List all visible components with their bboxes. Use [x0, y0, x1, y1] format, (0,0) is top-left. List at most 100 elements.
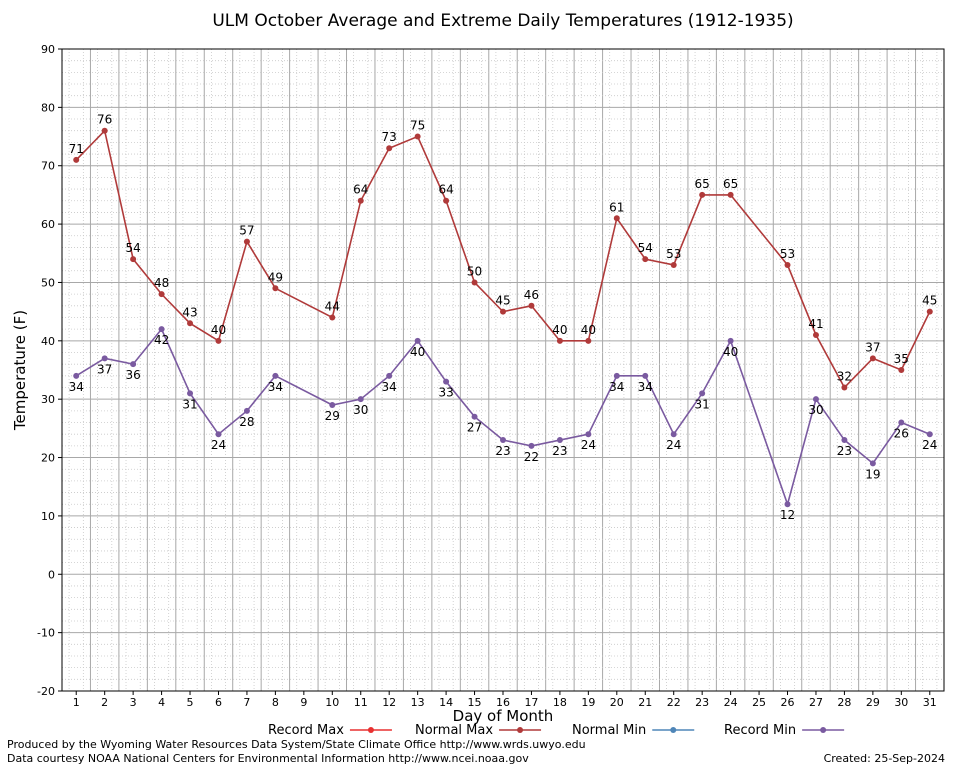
data-point [187, 390, 194, 397]
data-point [926, 431, 933, 438]
y-axis: -20 -10 0 10 20 30 40 50 60 70 80 90 [37, 43, 62, 698]
data-point [556, 437, 563, 444]
x-tick-label: 21 [638, 696, 652, 709]
data-point [215, 337, 222, 344]
data-point [414, 133, 421, 140]
legend-label: Record Max [268, 723, 344, 738]
data-point [500, 308, 506, 315]
data-label: 46 [524, 288, 539, 302]
series-group: 71 76 54 48 43 40 57 49 44 64 73 75 64 50 45 46 40 40 61 54… [69, 113, 938, 523]
x-tick-label: 13 [411, 696, 425, 709]
x-tick-label: 18 [553, 696, 567, 709]
x-tick-label: 5 [187, 696, 194, 709]
x-tick-label: 31 [923, 696, 937, 709]
x-tick-label: 23 [695, 696, 709, 709]
data-point [101, 355, 108, 362]
chart-title: ULM October Average and Extreme Daily Te… [212, 11, 793, 31]
legend-swatch-marker [517, 727, 524, 733]
data-label: 40 [552, 323, 567, 337]
x-tick-label: 7 [243, 696, 250, 709]
data-point [727, 337, 734, 344]
legend: Record Max Normal Max Normal Min Record Min [268, 723, 845, 738]
data-label: 53 [780, 247, 795, 261]
data-point [187, 320, 194, 327]
series-record-max: 71 76 54 48 43 40 57 49 44 64 73 75 64 50 45 46 40 40 61 54… [69, 113, 937, 391]
data-point [727, 191, 734, 198]
data-label: 75 [410, 119, 425, 133]
data-point [585, 337, 592, 344]
data-label: 57 [239, 224, 254, 238]
data-point [386, 372, 393, 379]
data-point [869, 460, 876, 467]
data-point [386, 145, 393, 152]
data-point [699, 390, 706, 397]
data-label: 34 [609, 380, 624, 394]
data-point [926, 308, 933, 315]
data-label: 30 [353, 403, 368, 417]
y-tick-label: 10 [41, 510, 55, 523]
data-point [528, 302, 535, 309]
data-label: 43 [182, 305, 197, 319]
x-tick-label: 16 [496, 696, 510, 709]
data-label: 19 [865, 467, 880, 481]
data-label: 23 [837, 444, 852, 458]
data-label: 37 [97, 362, 112, 376]
x-tick-label: 17 [524, 696, 538, 709]
y-tick-label: 0 [48, 568, 55, 581]
data-label: 31 [182, 397, 197, 411]
data-point [357, 396, 364, 403]
data-point [471, 279, 478, 286]
data-label: 71 [69, 142, 84, 156]
data-point [784, 501, 791, 508]
data-point [585, 431, 592, 438]
data-label: 29 [325, 409, 340, 423]
data-point [841, 437, 848, 444]
y-tick-label: -20 [37, 685, 55, 698]
data-label: 40 [410, 345, 425, 359]
x-tick-label: 8 [272, 696, 279, 709]
data-label: 28 [239, 415, 254, 429]
data-point [699, 191, 706, 198]
data-label: 22 [524, 450, 539, 464]
x-tick-label: 4 [158, 696, 165, 709]
data-point [357, 197, 364, 204]
data-label: 36 [125, 368, 140, 382]
y-tick-label: 80 [41, 101, 55, 114]
x-tick-label: 26 [781, 696, 795, 709]
data-point [812, 396, 819, 403]
legend-swatch-marker [367, 727, 374, 733]
y-tick-label: 50 [41, 276, 55, 289]
data-label: 73 [382, 130, 397, 144]
data-label: 54 [638, 241, 653, 255]
data-point [898, 419, 905, 426]
data-label: 12 [780, 508, 795, 522]
x-tick-label: 11 [354, 696, 368, 709]
data-point [414, 337, 421, 344]
data-point [471, 413, 478, 420]
data-point [556, 337, 563, 344]
x-tick-label: 9 [300, 696, 307, 709]
y-tick-label: 90 [41, 43, 55, 56]
data-point [670, 431, 677, 438]
y-tick-label: 20 [41, 452, 55, 465]
x-tick-label: 30 [894, 696, 908, 709]
data-point [130, 361, 137, 368]
data-label: 34 [382, 380, 397, 394]
data-label: 23 [495, 444, 510, 458]
x-tick-label: 27 [809, 696, 823, 709]
legend-swatch-marker [820, 727, 827, 733]
data-label: 76 [97, 113, 112, 127]
data-label: 33 [438, 386, 453, 400]
data-point [812, 331, 819, 338]
data-label: 41 [808, 317, 823, 331]
data-label: 42 [154, 333, 169, 347]
data-label: 34 [268, 380, 283, 394]
legend-label: Record Min [724, 723, 796, 738]
x-tick-label: 15 [468, 696, 482, 709]
data-point [158, 291, 165, 298]
data-label: 31 [695, 397, 710, 411]
x-tick-label: 20 [610, 696, 624, 709]
grid [61, 48, 945, 692]
data-point [101, 127, 108, 134]
